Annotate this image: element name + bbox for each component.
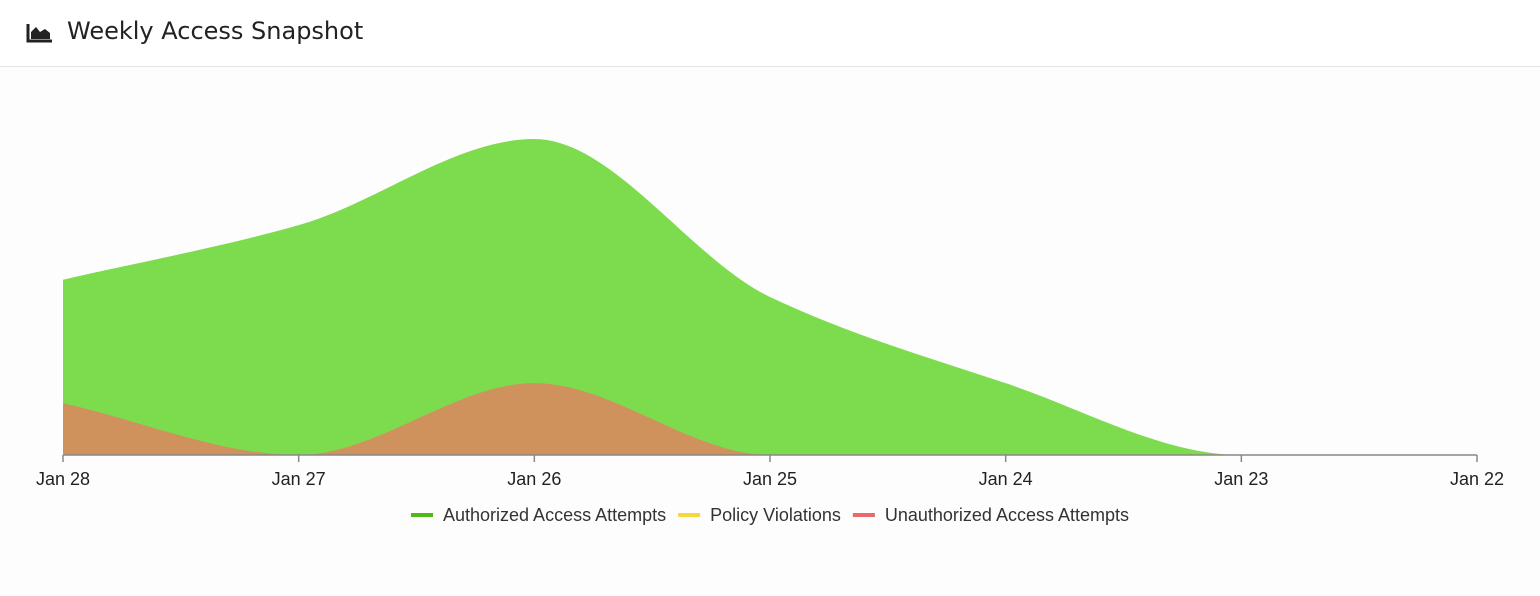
area-chart: Jan 28 Jan 27 Jan 26 Jan 25 Jan 24 Jan 23 Jan … — [36, 139, 1504, 525]
x-axis: Jan 28 Jan 27 Jan 26 Jan 25 Jan 24 Jan 23 Jan … — [36, 454, 1504, 489]
x-tick-label: Jan 28 — [36, 469, 90, 489]
x-tick-label: Jan 22 — [1450, 469, 1504, 489]
card-header: Weekly Access Snapshot — [0, 0, 1540, 67]
legend-label[interactable]: Policy Violations — [710, 505, 841, 525]
legend-label[interactable]: Authorized Access Attempts — [443, 505, 666, 525]
x-tick-label: Jan 23 — [1214, 469, 1268, 489]
x-tick-label: Jan 26 — [507, 469, 561, 489]
x-tick-label: Jan 24 — [979, 469, 1033, 489]
area-authorized-access-attempts[interactable] — [63, 139, 1477, 455]
area-unauthorized-access-attempts[interactable] — [63, 383, 1477, 455]
page-title: Weekly Access Snapshot — [67, 17, 364, 45]
area-chart-icon — [26, 24, 52, 43]
x-tick-label: Jan 27 — [272, 469, 326, 489]
chart-areas — [63, 139, 1477, 455]
x-tick-label: Jan 25 — [743, 469, 797, 489]
chart-legend: Authorized Access Attempts Policy Violati… — [411, 505, 1129, 525]
legend-label[interactable]: Unauthorized Access Attempts — [885, 505, 1129, 525]
